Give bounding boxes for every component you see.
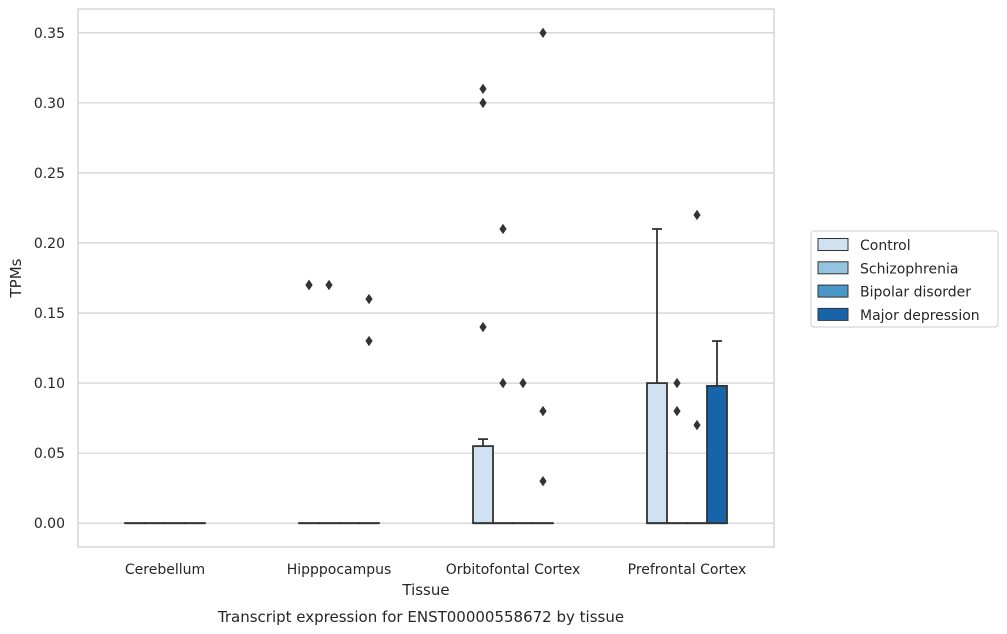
legend-label: Schizophrenia	[860, 261, 958, 277]
chart-caption: Transcript expression for ENST0000055867…	[217, 608, 624, 626]
box-control	[298, 279, 320, 525]
legend-swatch	[817, 284, 849, 298]
y-tick-label: 0.10	[34, 376, 65, 392]
y-tick-label: 0.35	[34, 26, 65, 42]
outlier-point	[519, 377, 527, 389]
y-tick-label: 0.05	[34, 446, 65, 462]
plot-frame	[77, 8, 775, 548]
box-major-depression	[706, 340, 728, 525]
box-schizophrenia	[492, 223, 514, 525]
y-tick-label: 0.20	[34, 236, 65, 252]
outlier-point	[539, 27, 547, 39]
legend-swatch	[817, 307, 849, 321]
outlier-point	[479, 321, 487, 333]
y-axis-ticks: 0.00 0.05 0.10 0.15 0.20 0.25 0.30 0.35	[34, 26, 65, 532]
legend-swatch	[817, 261, 849, 275]
box-bipolar-disorder	[512, 377, 534, 525]
outlier-point	[673, 405, 681, 417]
y-axis-title: TPMs	[7, 258, 25, 298]
outlier-point	[479, 97, 487, 109]
box-major-depression	[358, 293, 380, 525]
box-major-depression	[532, 27, 554, 525]
outlier-point	[499, 377, 507, 389]
y-tick-label: 0.25	[34, 166, 65, 182]
x-axis-ticks: Cerebellum Hipppocampus Orbitofontal Corte…	[125, 562, 746, 578]
outlier-point	[305, 279, 313, 291]
legend: Control Schizophrenia Bipolar disorder Majo…	[810, 230, 999, 328]
legend-swatch	[817, 238, 849, 251]
x-axis-title: Tissue	[401, 581, 449, 599]
x-tick-label: Orbitofontal Cortex	[446, 562, 581, 578]
gridlines	[78, 32, 774, 524]
box-body	[472, 445, 494, 525]
outlier-point	[539, 475, 547, 487]
outlier-point	[479, 83, 487, 95]
box-bipolar-disorder	[686, 209, 708, 525]
outlier-point	[539, 405, 547, 417]
outlier-point	[325, 279, 333, 291]
x-tick-label: Cerebellum	[125, 562, 205, 578]
outlier-point	[365, 335, 373, 347]
x-tick-label: Prefrontal Cortex	[628, 562, 747, 578]
plot-area	[124, 27, 728, 525]
outlier-point	[693, 209, 701, 221]
box-control	[472, 83, 494, 525]
outlier-point	[693, 419, 701, 431]
legend-label: Major depression	[860, 308, 980, 324]
box-schizophrenia	[666, 377, 688, 525]
legend-label: Bipolar disorder	[860, 285, 971, 301]
legend-label: Control	[860, 238, 911, 254]
box-body	[646, 382, 668, 525]
box-body	[706, 384, 728, 525]
outlier-point	[673, 377, 681, 389]
box-schizophrenia	[318, 279, 340, 525]
legend-frame	[810, 230, 999, 328]
outlier-point	[365, 293, 373, 305]
y-tick-label: 0.30	[34, 96, 65, 112]
x-tick-label: Hipppocampus	[287, 562, 392, 578]
y-tick-label: 0.00	[34, 516, 65, 532]
box-control	[646, 228, 668, 525]
y-tick-label: 0.15	[34, 306, 65, 322]
outlier-point	[499, 223, 507, 235]
